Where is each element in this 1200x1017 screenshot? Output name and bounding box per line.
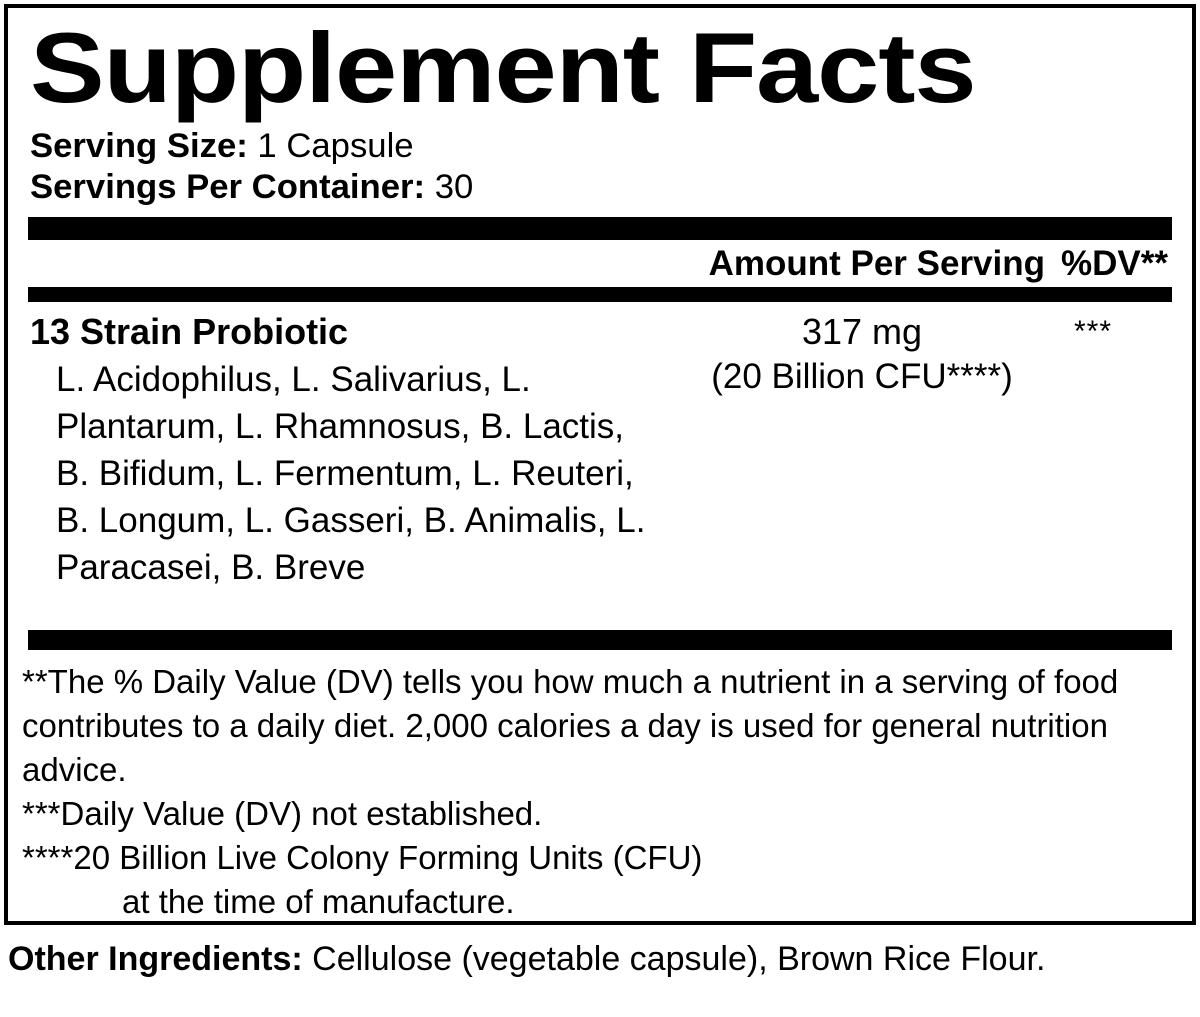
servings-per-container-line: Servings Per Container: 30 (30, 167, 1195, 208)
serving-size-line: Serving Size: 1 Capsule (30, 126, 1195, 167)
other-ingredients-label: Other Ingredients: (8, 940, 303, 978)
footnote-daily-value-explanation: **The % Daily Value (DV) tells you how m… (22, 663, 1119, 788)
amount-per-serving-header-row: Amount Per Serving %DV** (28, 240, 1172, 287)
supplement-facts-panel: Supplement Facts Serving Size: 1 Capsule… (4, 4, 1196, 925)
servings-per-container-label: Servings Per Container: (30, 168, 426, 206)
serving-info: Serving Size: 1 Capsule Servings Per Con… (30, 126, 1172, 208)
table-row: 13 Strain Probiotic L. Acidophilus, L. S… (28, 302, 1172, 591)
footnote-cfu-definition: ****20 Billion Live Colony Forming Units… (22, 839, 703, 876)
divider-before-footnotes (28, 630, 1172, 650)
footnotes-block: **The % Daily Value (DV) tells you how m… (22, 656, 1172, 924)
serving-size-label: Serving Size: (30, 127, 248, 165)
divider-medium (28, 287, 1172, 302)
footnote-dv-not-established: ***Daily Value (DV) not established. (22, 795, 543, 832)
nutrient-detail-strain-list: L. Acidophilus, L. Salivarius, L. Planta… (56, 360, 646, 587)
page-title: Supplement Facts (30, 12, 977, 123)
serving-size-value: 1 Capsule (257, 127, 414, 165)
nutrient-amount-secondary: (20 Billion CFU****) (711, 357, 1013, 396)
servings-per-container-value: 30 (434, 168, 474, 206)
divider-thick-top (28, 217, 1172, 240)
amount-per-serving-header: Amount Per Serving (708, 243, 1046, 283)
other-ingredients: Other Ingredients: Cellulose (vegetable … (8, 937, 1128, 981)
nutrient-amount-cell: 317 mg (20 Billion CFU****) (688, 310, 1058, 400)
nutrient-daily-value: *** (1074, 315, 1113, 348)
other-ingredients-value: Cellulose (vegetable capsule), Brown Ric… (312, 940, 1046, 978)
daily-value-header: %DV** (1061, 243, 1168, 283)
footnote-cfu-definition-continued: at the time of manufacture. (122, 883, 515, 920)
nutrient-name: 13 Strain Probiotic (30, 311, 349, 352)
nutrient-amount: 317 mg (801, 311, 923, 352)
nutrient-name-cell: 13 Strain Probiotic L. Acidophilus, L. S… (28, 310, 688, 591)
